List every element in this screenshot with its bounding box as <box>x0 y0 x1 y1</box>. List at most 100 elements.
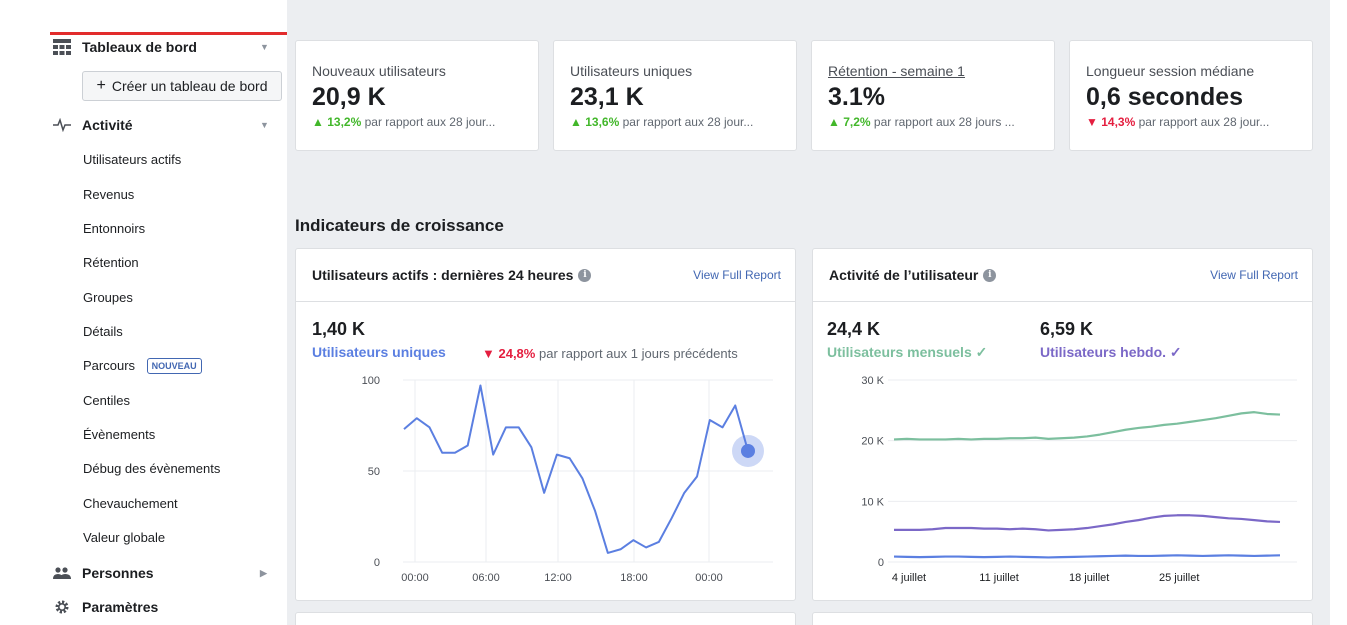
stat-value: 3.1% <box>828 83 885 111</box>
sidebar-item-details[interactable]: Détails <box>83 324 123 339</box>
x-tick-label: 25 juillet <box>1159 572 1199 584</box>
weekly-users-value: 6,59 K <box>1040 319 1094 339</box>
series-line-daily-users <box>893 554 1281 559</box>
stat-card-session-length[interactable]: Longueur session médiane 0,6 secondes ▼ … <box>1069 40 1313 151</box>
sidebar-settings-label: Paramètres <box>82 599 159 615</box>
sidebar-item-active-users[interactable]: Utilisateurs actifs <box>83 152 182 167</box>
sidebar-section-settings[interactable]: Paramètres <box>52 598 158 616</box>
x-tick-label: 06:00 <box>472 572 500 584</box>
sidebar-section-people[interactable]: Personnes ▶ <box>52 564 267 582</box>
panel-title-text: Activité de l’utilisateur <box>829 267 979 283</box>
weekly-users-legend[interactable]: Utilisateurs hebdo. ✓ <box>1040 344 1182 360</box>
stat-value: 23,1 K <box>570 83 644 111</box>
create-dashboard-button[interactable]: + Créer un tableau de bord <box>82 71 282 101</box>
info-icon[interactable]: i <box>983 268 997 282</box>
stat-delta-comparison: par rapport aux 28 jour... <box>364 115 496 129</box>
stat-delta-percent: 7,2% <box>843 115 871 129</box>
main-content: Nouveaux utilisateurs 20,9 K ▲ 13,2% par… <box>287 0 1330 625</box>
sidebar-item-funnels[interactable]: Entonnoirs <box>83 221 146 236</box>
stat-value: 0,6 secondes <box>1086 83 1244 111</box>
grid-icon <box>52 38 72 56</box>
stat-delta-percent: 13,2% <box>327 115 362 129</box>
x-tick-label: 00:00 <box>401 572 429 584</box>
series-line-unique-users <box>403 384 749 554</box>
stat-delta-comparison: par rapport aux 28 jours ... <box>873 115 1015 129</box>
active-users-value: 1,40 K <box>312 319 366 339</box>
x-tick-label: 4 juillet <box>892 572 926 584</box>
stat-delta-comparison: par rapport aux 28 jour... <box>1138 115 1270 129</box>
user-activity-panel: Activité de l’utilisateur i View Full Re… <box>812 248 1313 601</box>
sidebar-item-journeys[interactable]: Parcours NOUVEAU <box>83 358 202 374</box>
gear-icon <box>52 598 72 616</box>
view-full-report-link[interactable]: View Full Report <box>693 268 781 282</box>
chevron-down-icon[interactable]: ▼ <box>260 42 269 52</box>
up-arrow-icon: ▲ <box>570 115 586 129</box>
sidebar-section-dashboards[interactable]: Tableaux de bord ▼ <box>52 38 269 56</box>
x-tick-label: 00:00 <box>695 572 723 584</box>
x-tick-label: 12:00 <box>544 572 572 584</box>
up-arrow-icon: ▲ <box>828 115 844 129</box>
down-arrow-icon: ▼ <box>482 346 499 361</box>
y-tick-label: 20 K <box>861 436 884 448</box>
sidebar-item-groups[interactable]: Groupes <box>83 290 133 305</box>
chevron-down-icon[interactable]: ▼ <box>260 120 269 130</box>
sidebar-active-indicator <box>50 32 287 35</box>
sidebar-item-percentiles[interactable]: Centiles <box>83 393 130 408</box>
stat-card-retention[interactable]: Rétention - semaine 1 3.1% ▲ 7,2% par ra… <box>811 40 1055 151</box>
monthly-users-value: 24,4 K <box>827 319 881 339</box>
next-panel <box>295 612 796 625</box>
panel-header: Activité de l’utilisateur i View Full Re… <box>813 249 1312 302</box>
y-tick-label: 50 <box>368 466 380 478</box>
stat-label-link[interactable]: Rétention - semaine 1 <box>828 63 965 79</box>
active-users-chart: 00:00 06:00 12:00 18:00 00:00 0 50 100 <box>362 375 773 584</box>
up-arrow-icon: ▲ <box>312 115 328 129</box>
sidebar-item-overlap[interactable]: Chevauchement <box>83 496 178 511</box>
stat-delta-percent: 14,3% <box>1101 115 1136 129</box>
stat-delta-percent: 13,6% <box>585 115 620 129</box>
stat-delta-comparison: par rapport aux 28 jour... <box>622 115 754 129</box>
chevron-right-icon[interactable]: ▶ <box>260 567 267 578</box>
create-dashboard-label: Créer un tableau de bord <box>111 78 268 94</box>
pulse-icon <box>52 116 72 134</box>
stat-delta: ▲ 7,2% par rapport aux 28 jours ... <box>828 115 1038 129</box>
stat-label: Nouveaux utilisateurs <box>312 63 446 79</box>
x-tick-label: 18 juillet <box>1069 572 1109 584</box>
sidebar: Tableaux de bord ▼ + Créer un tableau de… <box>0 0 287 625</box>
sidebar-item-event-debugging[interactable]: Débug des évènements <box>83 461 221 476</box>
sidebar-section-activity[interactable]: Activité ▼ <box>52 116 269 134</box>
info-icon[interactable]: i <box>578 268 592 282</box>
delta-text: par rapport aux 1 jours précédents <box>538 346 738 361</box>
series-line-weekly-users <box>894 514 1281 532</box>
unique-users-legend[interactable]: Utilisateurs uniques <box>312 344 446 360</box>
section-title: Indicateurs de croissance <box>295 216 504 235</box>
stat-card-unique-users[interactable]: Utilisateurs uniques 23,1 K ▲ 13,6% par … <box>553 40 797 151</box>
stat-delta: ▲ 13,6% par rapport aux 28 jour... <box>570 115 780 129</box>
sidebar-item-lifetime-value[interactable]: Valeur globale <box>83 530 166 545</box>
sidebar-dashboards-label: Tableaux de bord <box>82 39 197 55</box>
sidebar-item-revenue[interactable]: Revenus <box>83 187 135 202</box>
stat-card-new-users[interactable]: Nouveaux utilisateurs 20,9 K ▲ 13,2% par… <box>295 40 539 151</box>
sidebar-item-retention[interactable]: Rétention <box>83 255 139 270</box>
monthly-users-legend[interactable]: Utilisateurs mensuels ✓ <box>827 344 988 360</box>
user-activity-chart: 0 10 K 20 K 30 K 4 juillet 11 juillet 18 juill… <box>861 375 1297 584</box>
plus-icon: + <box>96 77 106 94</box>
stat-label: Utilisateurs uniques <box>570 63 693 79</box>
people-icon <box>52 564 72 582</box>
active-users-delta: ▼ 24,8% par rapport aux 1 jours précéden… <box>482 346 738 361</box>
new-badge: NOUVEAU <box>146 358 202 374</box>
y-tick-label: 0 <box>878 557 884 569</box>
y-tick-label: 100 <box>362 375 380 387</box>
sidebar-activity-label: Activité <box>82 117 133 133</box>
down-arrow-icon: ▼ <box>1086 115 1102 129</box>
panel-header: Utilisateurs actifs : dernières 24 heure… <box>296 249 795 302</box>
active-users-panel: Utilisateurs actifs : dernières 24 heure… <box>295 248 796 601</box>
delta-percent: 24,8% <box>498 346 536 361</box>
stat-value: 20,9 K <box>312 83 386 111</box>
stat-label: Longueur session médiane <box>1086 63 1255 79</box>
y-tick-label: 0 <box>374 557 380 569</box>
panel-title: Activité de l’utilisateur i <box>829 267 997 283</box>
x-tick-label: 18:00 <box>620 572 648 584</box>
view-full-report-link[interactable]: View Full Report <box>1210 268 1298 282</box>
sidebar-item-events[interactable]: Évènements <box>83 427 156 442</box>
x-tick-label: 11 juillet <box>979 572 1019 584</box>
